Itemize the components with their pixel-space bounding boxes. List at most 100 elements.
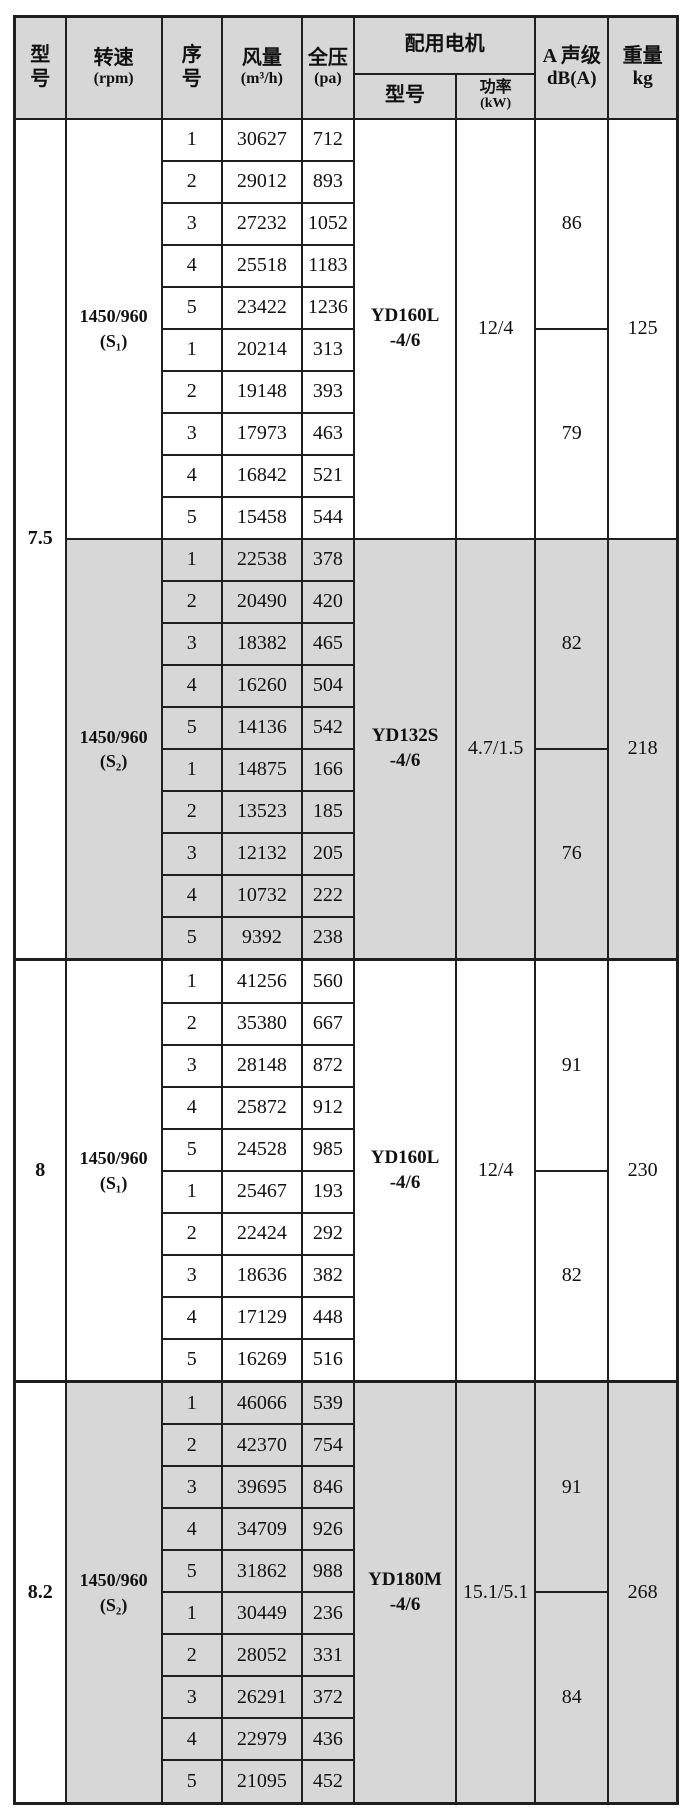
table-header: 型 号 转速 (rpm) 序 号 风量 (m³/h) 全压 (pa) 配用电机 A 声…: [13, 15, 679, 120]
seq-cell: 5: [160, 705, 223, 750]
seq-cell: 4: [160, 1295, 223, 1340]
speed-cell: 1450/960 (S₁): [64, 958, 163, 1383]
noise-low-cell: 82: [534, 1169, 610, 1383]
seq-cell: 4: [160, 1717, 223, 1762]
airflow-cell: 17973: [220, 411, 303, 456]
header-pressure-label: 全压: [307, 46, 348, 69]
header-weight-unit: kg: [632, 68, 653, 90]
weight-cell: 230: [607, 958, 679, 1383]
airflow-cell: 28148: [220, 1043, 303, 1088]
pressure-cell: 205: [300, 831, 355, 876]
pressure-cell: 926: [300, 1507, 355, 1552]
airflow-cell: 39695: [220, 1465, 303, 1510]
power-cell: 4.7/1.5: [455, 537, 537, 961]
header-motor-model-label: 型号: [385, 84, 426, 107]
seq-cell: 3: [160, 411, 223, 456]
pressure-cell: 846: [300, 1465, 355, 1510]
fan-spec-table: 型 号 转速 (rpm) 序 号 风量 (m³/h) 全压 (pa) 配用电机 A 声…: [13, 15, 679, 1805]
airflow-cell: 25518: [220, 243, 303, 288]
power-cell: 12/4: [455, 958, 537, 1383]
table-row: 4 10732 222: [15, 873, 678, 918]
table-row: 8 1450/960 (S₁) 1 41256 560 YD160L -4/6 12/4 91…: [13, 958, 679, 1383]
airflow-cell: 15458: [220, 495, 303, 540]
power-cell: 12/4: [455, 117, 537, 540]
model-cell: 7.5: [13, 117, 67, 961]
airflow-cell: 21095: [220, 1759, 303, 1805]
seq-cell: 1: [160, 1169, 223, 1214]
table-row: 3 27232 1052: [15, 201, 678, 246]
pressure-cell: 465: [300, 621, 355, 666]
table-body: 7.5 1450/960 (S₁) 1 30627 712 YD160L -4/6 12/4…: [13, 117, 679, 1805]
seq-cell: 2: [160, 1633, 223, 1678]
airflow-cell: 18636: [220, 1253, 303, 1298]
table-row: 2 42370 754: [15, 1423, 678, 1468]
table-row: 3 18382 465: [15, 621, 678, 666]
motor-model-cell: YD160L -4/6: [352, 117, 458, 540]
table-row: 2 13523 185: [15, 789, 678, 834]
table-row: 5 15458 544: [15, 495, 678, 540]
seq-cell: 3: [160, 1465, 223, 1510]
seq-cell: 2: [160, 1211, 223, 1256]
airflow-cell: 25872: [220, 1085, 303, 1130]
pressure-cell: 1052: [300, 201, 355, 246]
airflow-cell: 22979: [220, 1717, 303, 1762]
noise-low-cell: 84: [534, 1591, 610, 1805]
header-seq: 序 号: [160, 15, 223, 120]
table-row: 3 28148 872: [15, 1043, 678, 1088]
table-row: 2 29012 893: [15, 159, 678, 204]
pressure-cell: 539: [300, 1380, 355, 1426]
airflow-cell: 42370: [220, 1423, 303, 1468]
pressure-cell: 521: [300, 453, 355, 498]
header-weight: 重量 kg: [607, 15, 679, 120]
airflow-cell: 19148: [220, 369, 303, 414]
airflow-cell: 16269: [220, 1337, 303, 1383]
pressure-cell: 222: [300, 873, 355, 918]
table-row: 5 9392 238: [15, 915, 678, 961]
airflow-cell: 14136: [220, 705, 303, 750]
noise-high-cell: 82: [534, 537, 610, 750]
header-airflow-label: 风量: [241, 46, 282, 69]
airflow-cell: 35380: [220, 1001, 303, 1046]
noise-low-cell: 76: [534, 747, 610, 961]
weight-cell: 268: [607, 1380, 679, 1805]
weight-cell: 218: [607, 537, 679, 961]
airflow-cell: 25467: [220, 1169, 303, 1214]
header-pressure: 全压 (pa): [300, 15, 355, 120]
seq-cell: 4: [160, 243, 223, 288]
motor-model-cell: YD180M -4/6: [352, 1380, 458, 1805]
table-row: 1 20214 313 79: [15, 327, 678, 540]
airflow-cell: 20490: [220, 579, 303, 624]
table-row: 2 35380 667: [15, 1001, 678, 1046]
header-motor-model: 型号: [352, 72, 458, 120]
table-row: 2 20490 420: [15, 579, 678, 624]
pressure-cell: 238: [300, 915, 355, 961]
pressure-cell: 912: [300, 1085, 355, 1130]
header-speed: 转速 (rpm): [64, 15, 163, 120]
seq-cell: 1: [160, 1591, 223, 1636]
header-motor-power: 功率 (kW): [455, 72, 537, 120]
seq-cell: 4: [160, 873, 223, 918]
header-airflow-unit: (m³/h): [240, 70, 283, 88]
table-row: 3 12132 205: [15, 831, 678, 876]
pressure-cell: 872: [300, 1043, 355, 1088]
header-weight-label: 重量: [622, 44, 663, 67]
header-motor-group: 配用电机: [352, 15, 537, 75]
pressure-cell: 544: [300, 495, 355, 540]
seq-cell: 2: [160, 369, 223, 414]
airflow-cell: 10732: [220, 873, 303, 918]
seq-cell: 3: [160, 201, 223, 246]
pressure-cell: 463: [300, 411, 355, 456]
seq-cell: 3: [160, 621, 223, 666]
seq-cell: 1: [160, 958, 223, 1004]
seq-cell: 5: [160, 1759, 223, 1805]
table-row: 4 17129 448: [15, 1295, 678, 1340]
airflow-cell: 46066: [220, 1380, 303, 1426]
airflow-cell: 41256: [220, 958, 303, 1004]
table-row: 1450/960 (S₂) 1 22538 378 YD132S -4/6 4.7/1.5…: [15, 537, 679, 961]
pressure-cell: 313: [300, 327, 355, 372]
header-noise-unit: dB(A): [546, 68, 597, 90]
airflow-cell: 14875: [220, 747, 303, 792]
noise-high-cell: 91: [534, 1380, 610, 1594]
weight-cell: 125: [607, 117, 679, 540]
speed-cell: 1450/960 (S₂): [64, 1380, 163, 1805]
